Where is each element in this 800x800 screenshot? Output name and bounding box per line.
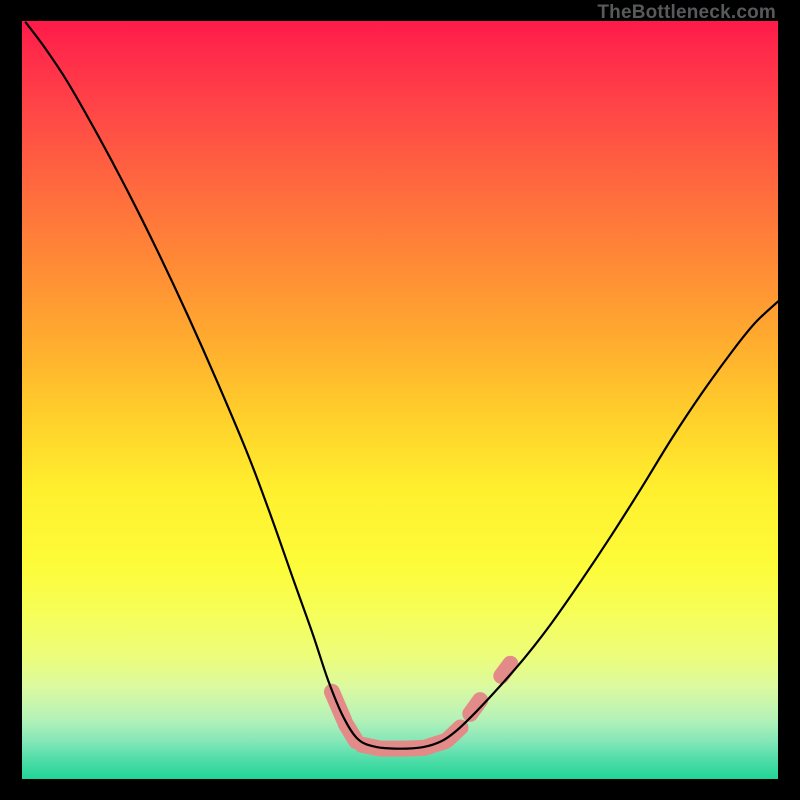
curve-layer [22,21,778,779]
watermark-text: TheBottleneck.com [597,2,776,24]
chart-frame: TheBottleneck.com [0,0,800,800]
bottleneck-curve [26,23,778,749]
marker-group [332,664,510,749]
curve-marker [346,724,357,741]
curve-marker [501,664,510,676]
plot-area [22,21,778,779]
